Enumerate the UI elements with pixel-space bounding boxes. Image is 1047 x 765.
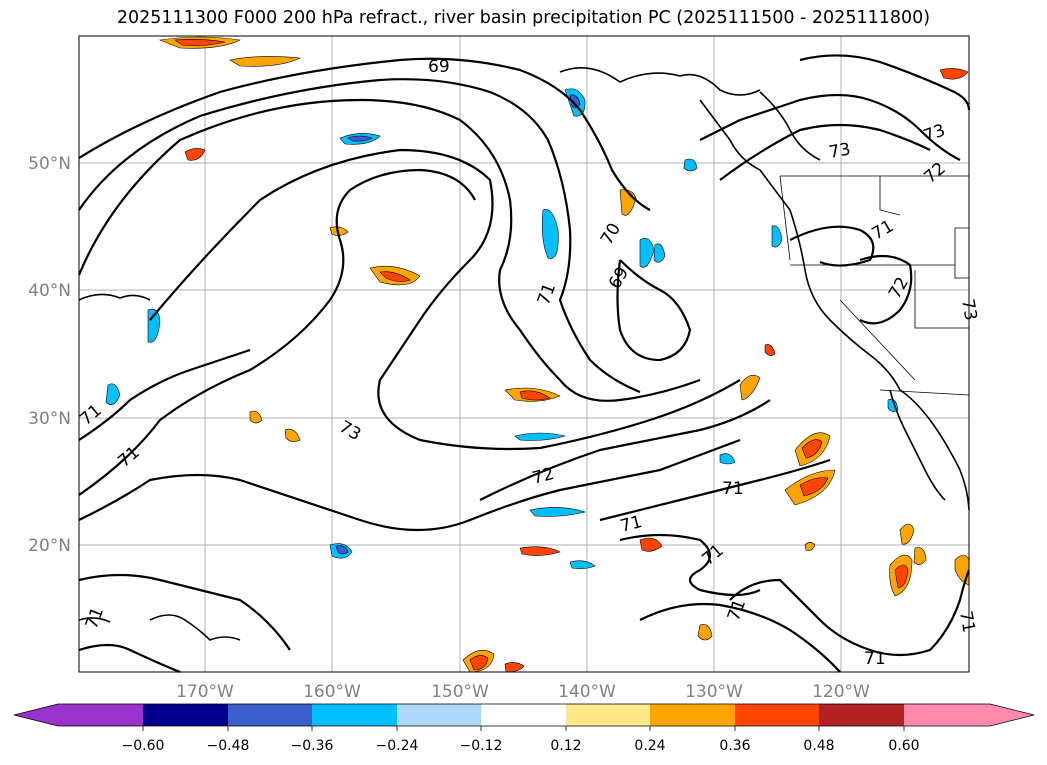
colorbar: −0.60 −0.48 −0.36 −0.24 −0.12 0.12 0.24 … — [13, 703, 1035, 754]
colorbar-tick-labels: −0.60 −0.48 −0.36 −0.24 −0.12 0.12 0.24 … — [122, 738, 920, 754]
lat-label: 40°N — [28, 281, 71, 301]
lon-label: 120°W — [812, 682, 870, 702]
colorbar-tick-label: 0.12 — [550, 738, 581, 754]
lat-label: 50°N — [28, 154, 71, 174]
colorbar-tick-label: 0.48 — [803, 738, 834, 754]
map-panel: 69 70 69 71 73 72 71 71 71 71 73 73 72 7… — [76, 35, 981, 674]
lon-label: 160°W — [303, 682, 361, 702]
political-borders — [779, 175, 970, 396]
colorbar-tick-label: −0.60 — [122, 738, 165, 754]
refractivity-contours — [77, 54, 971, 674]
colorbar-bin — [58, 704, 143, 726]
contour-label: 71 — [864, 649, 886, 669]
map-title: 2025111300 F000 200 hPa refract., river … — [116, 8, 931, 28]
colorbar-tick-label: 0.60 — [888, 738, 919, 754]
contour-label: 73 — [827, 139, 852, 162]
colorbar-tick-label: 0.36 — [719, 738, 750, 754]
latitude-labels: 50°N 40°N 30°N 20°N — [28, 154, 71, 556]
lat-label: 30°N — [28, 409, 71, 429]
lat-label: 20°N — [28, 536, 71, 556]
colorbar-tick-label: −0.48 — [207, 738, 250, 754]
colorbar-bin — [650, 704, 735, 726]
coastlines — [78, 66, 970, 641]
lon-label: 170°W — [176, 682, 234, 702]
colorbar-bins — [58, 704, 990, 726]
colorbar-bin — [143, 704, 228, 726]
colorbar-tick-label: −0.36 — [291, 738, 334, 754]
colorbar-over-arrow — [990, 704, 1034, 726]
contour-label: 69 — [428, 57, 450, 77]
gridlines — [79, 36, 969, 672]
colorbar-bin — [819, 704, 904, 726]
colorbar-bin — [735, 704, 819, 726]
longitude-labels: 170°W 160°W 150°W 140°W 130°W 120°W — [176, 682, 870, 702]
lon-label: 150°W — [431, 682, 489, 702]
lon-label: 140°W — [558, 682, 616, 702]
colorbar-bin — [481, 704, 566, 726]
colorbar-bin — [397, 704, 481, 726]
colorbar-bin — [228, 704, 312, 726]
colorbar-ticks — [142, 726, 905, 731]
colorbar-bin — [904, 704, 990, 726]
colorbar-bin — [312, 704, 397, 726]
lon-label: 130°W — [685, 682, 743, 702]
contour-label: 71 — [955, 609, 978, 634]
colorbar-under-arrow — [14, 704, 58, 726]
colorbar-tick-label: −0.12 — [460, 738, 503, 754]
colorbar-tick-label: 0.24 — [634, 738, 665, 754]
colorbar-bin — [566, 704, 650, 726]
colorbar-tick-label: −0.24 — [376, 738, 419, 754]
contour-label: 71 — [722, 479, 744, 499]
